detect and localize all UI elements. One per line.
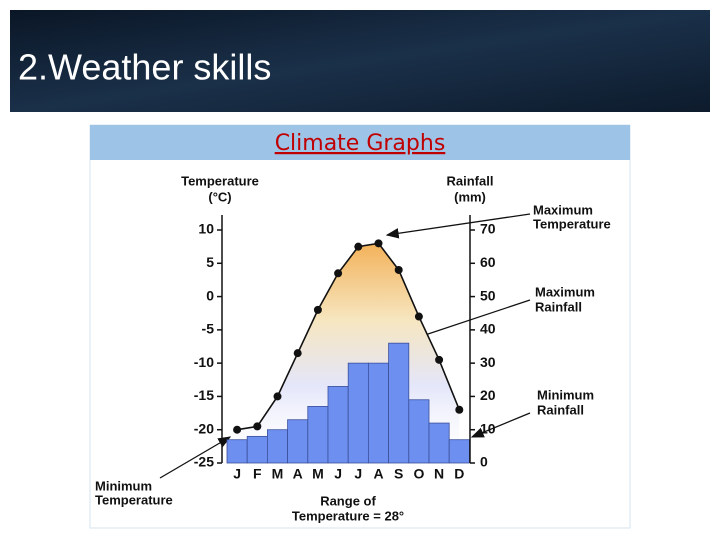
annotation: Temperature xyxy=(533,216,611,231)
bar xyxy=(307,406,329,464)
x-tick-label: A xyxy=(293,466,303,482)
arrow xyxy=(159,436,232,479)
temperature-point xyxy=(313,305,322,314)
temperature-point xyxy=(273,392,282,401)
x-tick-label: D xyxy=(454,466,464,482)
y2-tick-label: 70 xyxy=(480,221,496,237)
arrow xyxy=(470,412,531,438)
y2-tick-label: 50 xyxy=(480,287,496,303)
y2-tick-label: 0 xyxy=(480,454,488,470)
bar xyxy=(226,439,248,464)
temperature-line xyxy=(236,242,461,431)
annotation: Temperature xyxy=(95,492,173,507)
annotation: Maximum xyxy=(533,202,593,217)
annotation: Rainfall xyxy=(535,299,582,314)
bar xyxy=(246,435,268,464)
y2-tick-label: 10 xyxy=(480,420,496,436)
temperature-point xyxy=(253,422,262,431)
annotation: Temperature = 28° xyxy=(292,508,404,523)
chart-header xyxy=(90,125,630,160)
x-tick-label: J xyxy=(354,466,362,482)
x-tick-label: J xyxy=(233,466,241,482)
annotation: Range of xyxy=(320,493,376,508)
temperature-point xyxy=(334,269,343,278)
plot xyxy=(226,342,470,464)
annotation: Minimum xyxy=(95,478,152,493)
y2-tick-label: 30 xyxy=(480,354,496,370)
bar xyxy=(448,439,470,464)
bar xyxy=(428,422,450,464)
bar xyxy=(327,386,349,464)
arrow xyxy=(385,213,531,239)
y2-axis-label: (mm) xyxy=(454,189,486,204)
slide-title: 2.Weather skills xyxy=(18,47,271,88)
y-axis-label: (°C) xyxy=(208,189,231,204)
y-tick-label: -15 xyxy=(194,387,214,403)
temperature-point xyxy=(233,425,242,434)
y-axis-label: Temperature xyxy=(181,173,259,188)
x-tick-label: O xyxy=(413,466,424,482)
y-tick-label: 5 xyxy=(206,254,214,270)
bar xyxy=(347,362,369,464)
x-tick-label: S xyxy=(394,466,403,482)
temperature-point xyxy=(394,265,403,274)
temperature-point xyxy=(414,312,423,321)
bar xyxy=(287,419,309,464)
bar xyxy=(408,399,430,464)
x-tick-label: M xyxy=(312,466,324,482)
bar xyxy=(367,362,389,464)
x-tick-label: N xyxy=(434,466,444,482)
temperature-point xyxy=(374,239,383,248)
annotation: Rainfall xyxy=(537,402,584,417)
y2-tick-label: 40 xyxy=(480,321,496,337)
y-tick-label: -5 xyxy=(202,321,215,337)
title-banner xyxy=(10,10,710,112)
annotation: Maximum xyxy=(535,284,595,299)
annotation: Minimum xyxy=(537,387,594,402)
bar xyxy=(266,429,288,464)
y-tick-label: 10 xyxy=(198,221,214,237)
y-tick-label: -10 xyxy=(194,354,214,370)
bar xyxy=(388,342,410,464)
x-tick-label: A xyxy=(373,466,383,482)
y-tick-label: -20 xyxy=(194,420,214,436)
x-tick-label: J xyxy=(334,466,342,482)
chart-title: Climate Graphs xyxy=(275,131,446,156)
y-tick-label: -25 xyxy=(194,454,214,470)
temperature-point xyxy=(455,405,464,414)
temperature-point xyxy=(435,355,444,364)
y2-tick-label: 60 xyxy=(480,254,496,270)
x-tick-label: F xyxy=(253,466,262,482)
y2-tick-label: 20 xyxy=(480,387,496,403)
x-tick-label: M xyxy=(272,466,284,482)
y-tick-label: 0 xyxy=(206,287,214,303)
y2-axis-label: Rainfall xyxy=(447,173,494,188)
temperature-point xyxy=(293,349,302,358)
temperature-point xyxy=(354,242,363,251)
